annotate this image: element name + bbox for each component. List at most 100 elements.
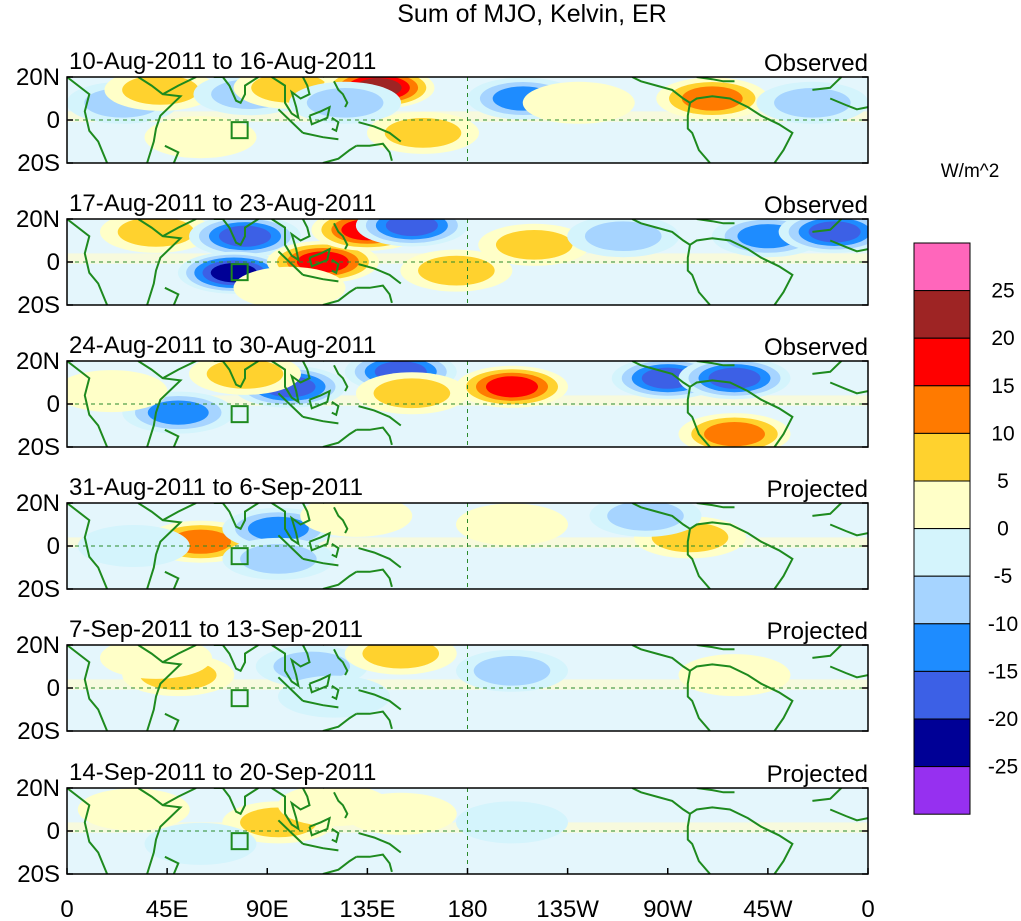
coastline	[277, 676, 304, 702]
panel-2: 20N 0 20S 17-Aug-2011 to 23-Aug-2011 Observe…	[16, 190, 869, 319]
coastline	[271, 361, 311, 405]
y-tick-label: 20S	[17, 150, 60, 177]
panel-period: 24-Aug-2011 to 30-Aug-2011	[69, 332, 376, 359]
anomaly-contour	[273, 651, 351, 682]
anomaly-field	[67, 503, 868, 589]
coastline	[358, 121, 402, 143]
coastline	[277, 250, 304, 276]
coastline	[358, 405, 402, 427]
x-tick-label: 90W	[643, 896, 693, 921]
anomaly-contour	[774, 87, 851, 118]
coastline	[213, 645, 259, 673]
panel-period: 17-Aug-2011 to 23-Aug-2011	[69, 190, 376, 217]
coastline	[331, 259, 340, 275]
colorbar-swatch	[913, 575, 971, 625]
coastline	[308, 531, 332, 552]
anomaly-contour	[384, 118, 462, 148]
colorbar-swatch	[913, 766, 971, 815]
panel-3: 20N 0 20S 24-Aug-2011 to 30-Aug-2011 Observe…	[16, 332, 869, 461]
anomaly-contour	[808, 221, 861, 243]
colorbar-label: 0	[997, 518, 1009, 541]
panel-status: Observed	[764, 50, 868, 77]
colorbar-label: -20	[988, 708, 1018, 731]
coastline	[322, 712, 357, 731]
y-tick-label: 20S	[17, 576, 60, 603]
coastline	[686, 244, 711, 305]
coastline	[696, 503, 735, 509]
region-box	[230, 689, 249, 708]
coastline	[356, 853, 393, 873]
colorbar-label: 15	[991, 375, 1014, 398]
colorbar-swatch	[913, 432, 971, 482]
coastline	[829, 808, 868, 822]
coastline	[829, 381, 868, 395]
coastline	[829, 97, 868, 111]
coastline	[67, 219, 109, 305]
x-tick-label: 180	[447, 896, 487, 921]
coastline	[322, 855, 357, 874]
coastline	[322, 286, 357, 305]
coastline	[696, 645, 735, 651]
anomaly-contour	[473, 655, 551, 686]
coastline	[356, 710, 393, 730]
coastline	[358, 832, 402, 854]
coastline	[333, 791, 349, 819]
coastline	[271, 77, 311, 120]
anomaly-field	[67, 77, 868, 163]
coastline	[686, 102, 711, 163]
anomaly-contour	[495, 229, 573, 260]
coastline	[356, 426, 393, 446]
y-tick-label: 0	[47, 818, 60, 845]
units-label: W/m^2	[941, 161, 1000, 182]
colorbar-swatch	[913, 480, 971, 530]
coastline	[164, 286, 180, 305]
coastline	[696, 788, 735, 794]
coastline	[271, 503, 311, 547]
coastline	[162, 645, 197, 664]
coastline	[631, 788, 794, 874]
anomaly-contour	[362, 645, 440, 669]
panel-status: Projected	[767, 761, 868, 788]
colorbar-label: 20	[991, 327, 1014, 350]
y-tick-label: 0	[47, 107, 60, 134]
coastline	[277, 819, 304, 845]
coastline	[358, 689, 402, 711]
coastline	[308, 816, 332, 837]
panel-1: 20N 0 20S 10-Aug-2011 to 16-Aug-2011 Observe…	[16, 48, 869, 177]
anomaly-contour	[418, 255, 495, 286]
panel-status: Projected	[767, 476, 868, 503]
x-tick-label: 45E	[146, 896, 189, 921]
coastline	[271, 788, 311, 832]
coastline	[137, 788, 183, 874]
anomaly-contour	[522, 81, 635, 124]
coastline	[302, 273, 339, 283]
coastline	[271, 645, 311, 689]
colorbar-swatch	[913, 337, 971, 387]
coastline	[137, 503, 183, 589]
x-tick-label: 135W	[536, 896, 599, 921]
y-tick-label: 20S	[17, 718, 60, 745]
anomaly-contour	[373, 378, 451, 409]
anomaly-contour	[584, 221, 662, 252]
coastline	[164, 855, 180, 874]
coastline	[631, 645, 794, 731]
colorbar-swatch	[913, 718, 971, 768]
y-tick-label: 0	[47, 391, 60, 418]
colorbar-swatch	[913, 290, 971, 339]
anomaly-contour	[147, 400, 209, 425]
panel-4: 20N 0 20S 31-Aug-2011 to 6-Sep-2011 Projecte…	[16, 474, 869, 603]
coastline	[829, 239, 868, 253]
chart-title: Sum of MJO, Kelvin, ER	[397, 0, 667, 28]
anomaly-contour	[486, 376, 538, 398]
colorbar-label: -15	[988, 660, 1018, 683]
x-tick-label: 90E	[246, 896, 289, 921]
y-tick-label: 20N	[16, 206, 60, 233]
anomaly-contour	[704, 421, 765, 447]
coastline	[213, 503, 259, 531]
coastline	[356, 284, 393, 304]
y-tick-label: 20N	[16, 490, 60, 517]
anomaly-field	[67, 219, 868, 305]
coastline	[631, 361, 794, 447]
colorbar-label: 25	[991, 280, 1014, 303]
coastline	[302, 557, 339, 567]
